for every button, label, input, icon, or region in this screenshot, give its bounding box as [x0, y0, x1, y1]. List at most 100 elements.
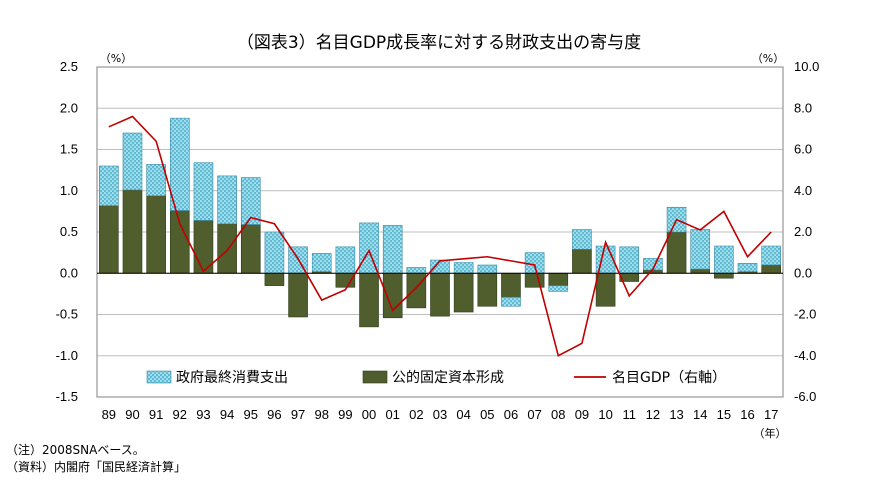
chart: （図表3）名目GDP成長率に対する財政支出の寄与度 （%） （%） （年） 2.… — [56, 33, 820, 440]
x-tick-label: 16 — [740, 407, 754, 422]
right-tick-label: -4.0 — [794, 348, 816, 363]
x-tick-label: 96 — [267, 407, 281, 422]
x-tick-label: 02 — [409, 407, 423, 422]
left-tick-label: 0.5 — [60, 224, 78, 239]
bar-public-investment — [288, 272, 308, 318]
bar-public-investment — [146, 195, 166, 274]
bar-public-investment — [99, 205, 119, 274]
left-tick-label: -1.5 — [56, 389, 78, 404]
bar-government-consumption — [453, 262, 474, 274]
x-tick-label: 95 — [244, 407, 258, 422]
right-tick-label: 8.0 — [794, 100, 812, 115]
x-tick-label: 91 — [149, 407, 163, 422]
x-tick-label: 03 — [433, 407, 447, 422]
right-tick-label: 0.0 — [794, 265, 812, 280]
right-tick-label: 6.0 — [794, 142, 812, 157]
x-tick-label: 92 — [173, 407, 187, 422]
bar-public-investment — [572, 249, 592, 274]
x-tick-label: 99 — [338, 407, 352, 422]
legend-label-nominal-gdp: 名目GDP（右軸） — [612, 370, 726, 386]
x-tick-label: 07 — [527, 407, 541, 422]
bar-public-investment — [122, 189, 143, 274]
legend-swatch-public-investment — [362, 370, 388, 384]
bar-government-consumption — [311, 253, 332, 272]
x-tick-label: 17 — [764, 407, 778, 422]
x-tick-label: 06 — [504, 407, 518, 422]
legend-label-government-consumption: 政府最終消費支出 — [176, 370, 288, 386]
x-tick-label: 14 — [693, 407, 707, 422]
x-axis-unit: （年） — [754, 426, 787, 440]
bar-government-consumption — [122, 132, 143, 191]
bar-public-investment — [217, 223, 237, 274]
bar-public-investment — [430, 272, 450, 317]
bar-public-investment — [477, 272, 498, 307]
bar-public-investment — [548, 272, 569, 286]
left-axis-unit: （%） — [100, 52, 132, 65]
x-tick-label: 93 — [196, 407, 210, 422]
left-tick-label: -1.0 — [56, 348, 78, 363]
bar-government-consumption — [99, 165, 119, 206]
bar-government-consumption — [737, 263, 758, 272]
x-tick-label: 89 — [102, 407, 116, 422]
x-tick-label: 90 — [125, 407, 139, 422]
bar-public-investment — [761, 264, 781, 274]
bar-government-consumption — [169, 117, 190, 211]
right-tick-label: -6.0 — [794, 389, 816, 404]
bar-government-consumption — [572, 229, 592, 250]
legend-label-public-investment: 公的固定資本形成 — [392, 370, 504, 386]
bar-government-consumption — [146, 164, 166, 197]
bar-government-consumption — [240, 177, 261, 225]
right-tick-label: 2.0 — [794, 224, 812, 239]
note-text: （注）2008SNAベース。 — [6, 443, 145, 457]
bar-government-consumption — [690, 229, 711, 270]
x-tick-label: 04 — [456, 407, 470, 422]
bar-government-consumption — [761, 245, 781, 266]
bar-public-investment — [169, 210, 190, 274]
bar-government-consumption — [524, 252, 545, 274]
bar-government-consumption — [714, 245, 734, 274]
source-text: （資料）内閣府「国民経済計算」 — [6, 460, 187, 474]
bar-government-consumption — [335, 246, 356, 274]
left-tick-label: 1.5 — [60, 142, 78, 157]
bar-government-consumption — [501, 296, 521, 307]
bar-public-investment — [714, 272, 734, 279]
plot-frame — [96, 66, 784, 398]
right-tick-label: 4.0 — [794, 183, 812, 198]
chart-title: （図表3）名目GDP成長率に対する財政支出の寄与度 — [237, 33, 641, 53]
bar-public-investment — [501, 272, 521, 298]
x-tick-label: 10 — [598, 407, 612, 422]
legend: 政府最終消費支出 公的固定資本形成 名目GDP（右軸） — [146, 370, 726, 386]
bar-government-consumption — [548, 285, 569, 292]
bar-government-consumption — [193, 162, 214, 221]
x-tick-label: 97 — [291, 407, 305, 422]
bar-government-consumption — [477, 264, 498, 274]
x-tick-label: 00 — [362, 407, 376, 422]
x-tick-label: 13 — [669, 407, 683, 422]
x-tick-label: 15 — [717, 407, 731, 422]
bar-public-investment — [690, 268, 711, 274]
x-tick-label: 12 — [646, 407, 660, 422]
bar-public-investment — [240, 224, 261, 274]
x-tick-label: 08 — [551, 407, 565, 422]
x-tick-label: 94 — [220, 407, 234, 422]
left-tick-label: -0.5 — [56, 307, 78, 322]
x-tick-label: 98 — [314, 407, 328, 422]
bar-government-consumption — [264, 231, 285, 274]
right-tick-label: 10.0 — [794, 59, 819, 74]
bar-public-investment — [524, 272, 545, 288]
bar-public-investment — [666, 231, 687, 274]
bar-public-investment — [453, 272, 474, 313]
legend-swatch-government-consumption — [146, 370, 172, 384]
bar-public-investment — [264, 272, 285, 286]
bar-public-investment — [359, 272, 379, 328]
left-tick-label: 1.0 — [60, 183, 78, 198]
bar-government-consumption — [382, 225, 403, 274]
x-tick-label: 11 — [622, 407, 636, 422]
left-tick-label: 0.0 — [60, 265, 78, 280]
bar-government-consumption — [406, 267, 427, 274]
left-tick-label: 2.5 — [60, 59, 78, 74]
x-tick-label: 05 — [480, 407, 494, 422]
right-axis-unit: （%） — [752, 52, 784, 65]
right-tick-label: -2.0 — [794, 307, 816, 322]
left-tick-label: 2.0 — [60, 100, 78, 115]
